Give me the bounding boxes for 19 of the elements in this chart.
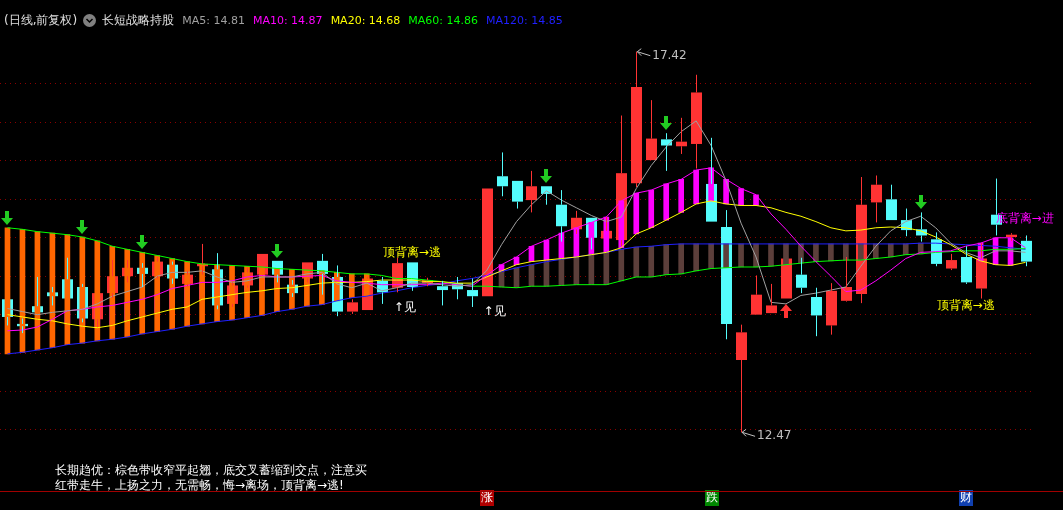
text: MA10: 14.87 [252,13,323,27]
text: 涨 [481,490,493,505]
text: MA20: 14.68 [330,13,401,27]
chart-title: 长短战略持股 [102,11,175,29]
text: 长期趋优：棕色带收窄平起翘，底交叉蓄缩到交点，注意买 [55,463,367,478]
annotation: 顶背离→逃 [936,298,995,313]
annotation: ↑见 [483,304,506,319]
annotation: 顶背离→逃 [382,244,441,259]
text: MA60: 14.86 [408,13,479,27]
text: MA120: 14.85 [486,13,563,27]
annotation: ↑见 [393,300,416,315]
annotation: 底背离→进 [995,211,1054,226]
annotation: 17.42 [652,47,687,62]
text: 红带走牛，上扬之力，无需畅，悔→离场，顶背离→逃! [55,478,344,493]
text: 财 [960,490,972,505]
text: MA5: 14.81 [182,13,245,27]
chart-subtitle: (日线,前复权) [4,11,78,29]
text: 跌 [706,490,718,505]
annotation: 12.47 [757,428,792,443]
